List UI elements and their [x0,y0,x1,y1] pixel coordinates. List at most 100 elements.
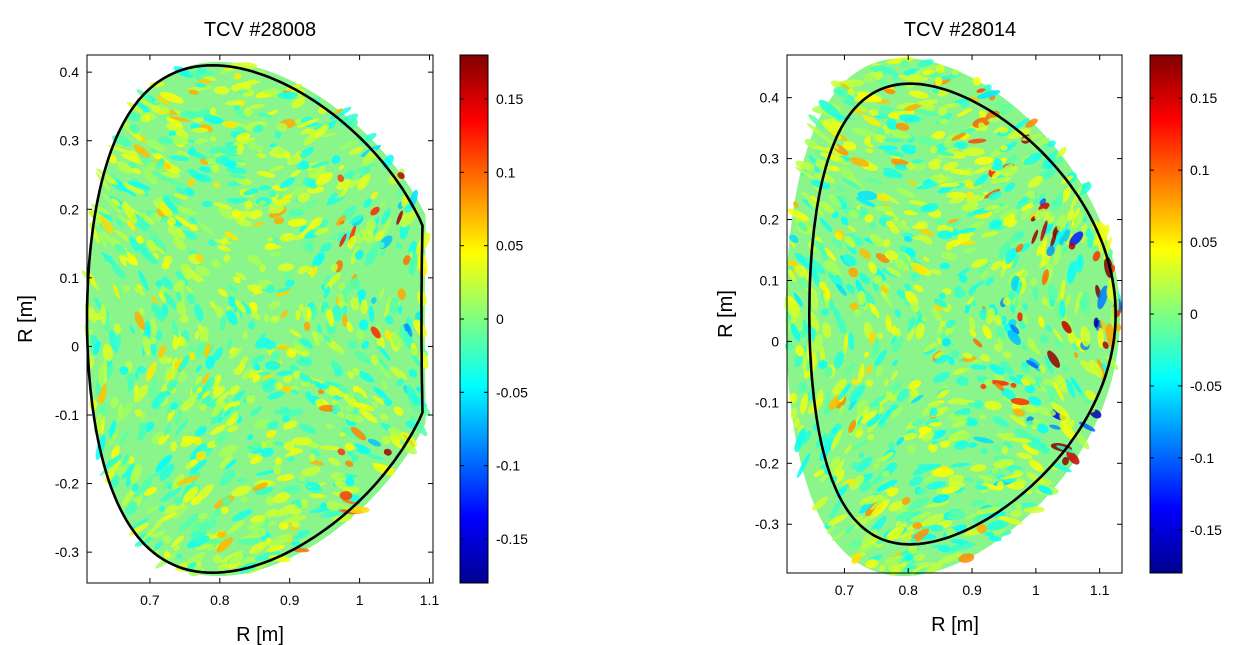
eddy [946,191,968,199]
eddy [1031,229,1039,244]
eddy [893,219,911,231]
eddy [990,177,1012,184]
eddy [330,232,342,241]
eddy [889,403,898,411]
eddy [326,309,335,328]
eddy [169,116,190,122]
eddy [909,511,932,522]
eddy [942,161,959,171]
eddy [876,127,885,136]
eddy [978,110,987,119]
eddy [397,305,403,314]
eddy [970,499,987,507]
eddy [356,329,364,340]
eddy [809,259,825,275]
eddy [187,169,206,182]
eddy [295,310,301,320]
eddy [267,420,279,430]
eddy [985,307,995,324]
eddy [950,168,971,176]
eddy [312,330,320,347]
eddy [1095,221,1103,230]
eddy [928,160,941,170]
eddy [141,523,160,542]
eddy [950,349,960,358]
eddy [970,280,985,290]
eddy [1041,269,1049,286]
eddy [1046,245,1055,257]
eddy [382,216,392,234]
eddy [174,504,190,519]
eddy [895,122,910,131]
eddy [194,376,202,387]
x-tick-label: 0.8 [899,582,919,598]
eddy [948,356,955,366]
eddy [890,370,899,381]
eddy [122,285,130,293]
eddy [1069,231,1084,246]
eddy [1053,328,1063,343]
eddy [337,292,345,304]
eddy [365,230,374,243]
eddy [873,275,883,285]
eddy [255,551,281,561]
eddy [160,487,182,503]
eddy [900,59,909,68]
eddy [875,366,884,377]
eddy [908,380,922,390]
eddy [876,479,898,492]
eddy [162,502,186,514]
eddy [840,166,856,182]
eddy [929,407,938,417]
eddy [984,531,995,537]
eddy [1047,284,1058,301]
eddy [1062,366,1069,372]
eddy [921,315,928,322]
eddy [135,102,150,114]
eddy [1067,419,1075,429]
eddy [179,314,189,324]
eddy [379,201,386,208]
eddy [967,402,981,409]
eddy [1065,379,1076,398]
eddy [980,354,991,362]
eddy [176,553,183,560]
eddy [159,91,184,104]
eddy [1076,433,1090,450]
eddy [907,497,930,511]
eddy [956,108,973,117]
eddy [831,427,837,434]
eddy [208,239,217,246]
eddy [951,132,967,141]
eddy [166,357,172,364]
eddy [119,366,129,376]
eddy [252,482,268,492]
eddy [336,502,353,511]
eddy [337,174,344,183]
chart-title: TCV #28014 [904,19,1016,41]
eddy [896,289,906,299]
eddy [251,527,267,538]
eddy [271,441,285,446]
eddy [848,419,857,434]
eddy [330,263,338,272]
eddy [840,83,850,90]
colorbar-tick-label: -0.1 [1190,450,1214,466]
eddy [312,252,325,268]
eddy [108,458,121,473]
eddy [828,269,844,289]
eddy [1060,421,1076,441]
eddy [228,554,244,566]
eddy [947,218,959,224]
eddy [980,383,987,390]
eddy [122,201,138,224]
eddy [274,457,282,465]
y-ticks: -0.3 -0.2 -0.1 0 0.1 0.2 0.3 0.4 [755,90,1122,532]
eddy [849,539,865,548]
eddy [1013,478,1027,487]
eddy [303,321,311,332]
eddy [219,469,236,486]
eddy [859,206,868,216]
eddy [350,297,360,311]
